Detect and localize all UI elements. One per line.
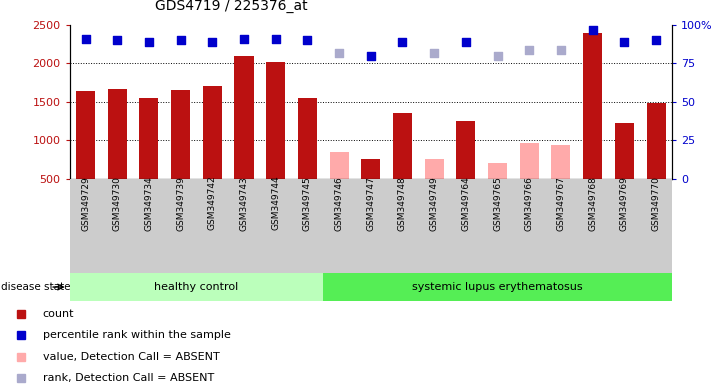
- Point: [429, 50, 440, 56]
- Bar: [456, 121, 476, 179]
- Bar: [583, 33, 602, 179]
- Point: [619, 39, 630, 45]
- Point: [492, 53, 503, 59]
- Point: [175, 37, 186, 43]
- Point: [112, 37, 123, 43]
- Bar: [139, 98, 159, 179]
- Bar: [552, 145, 570, 179]
- Point: [80, 36, 91, 42]
- Text: systemic lupus erythematosus: systemic lupus erythematosus: [412, 282, 583, 292]
- Text: GDS4719 / 225376_at: GDS4719 / 225376_at: [155, 0, 308, 13]
- Point: [365, 53, 377, 59]
- Point: [143, 39, 154, 45]
- Bar: [203, 86, 222, 179]
- Text: count: count: [43, 309, 74, 319]
- Bar: [393, 113, 412, 179]
- Point: [238, 36, 250, 42]
- Point: [555, 46, 567, 53]
- Point: [301, 37, 313, 43]
- Bar: [76, 91, 95, 179]
- Point: [523, 46, 535, 53]
- Text: rank, Detection Call = ABSENT: rank, Detection Call = ABSENT: [43, 373, 214, 383]
- Bar: [330, 152, 348, 179]
- Bar: [266, 62, 285, 179]
- Point: [587, 26, 599, 33]
- Point: [397, 39, 408, 45]
- Bar: [298, 98, 317, 179]
- Text: disease state: disease state: [1, 282, 70, 292]
- Bar: [107, 89, 127, 179]
- Bar: [520, 143, 539, 179]
- Point: [270, 36, 282, 42]
- Text: healthy control: healthy control: [154, 282, 239, 292]
- Bar: [70, 273, 324, 301]
- Bar: [615, 123, 634, 179]
- Bar: [488, 163, 507, 179]
- Bar: [235, 56, 254, 179]
- Point: [207, 39, 218, 45]
- Point: [651, 37, 662, 43]
- Point: [333, 50, 345, 56]
- Point: [460, 39, 471, 45]
- Text: percentile rank within the sample: percentile rank within the sample: [43, 330, 230, 340]
- Text: value, Detection Call = ABSENT: value, Detection Call = ABSENT: [43, 352, 220, 362]
- Bar: [171, 90, 190, 179]
- Bar: [646, 103, 665, 179]
- Bar: [361, 159, 380, 179]
- Bar: [324, 273, 672, 301]
- Bar: [424, 159, 444, 179]
